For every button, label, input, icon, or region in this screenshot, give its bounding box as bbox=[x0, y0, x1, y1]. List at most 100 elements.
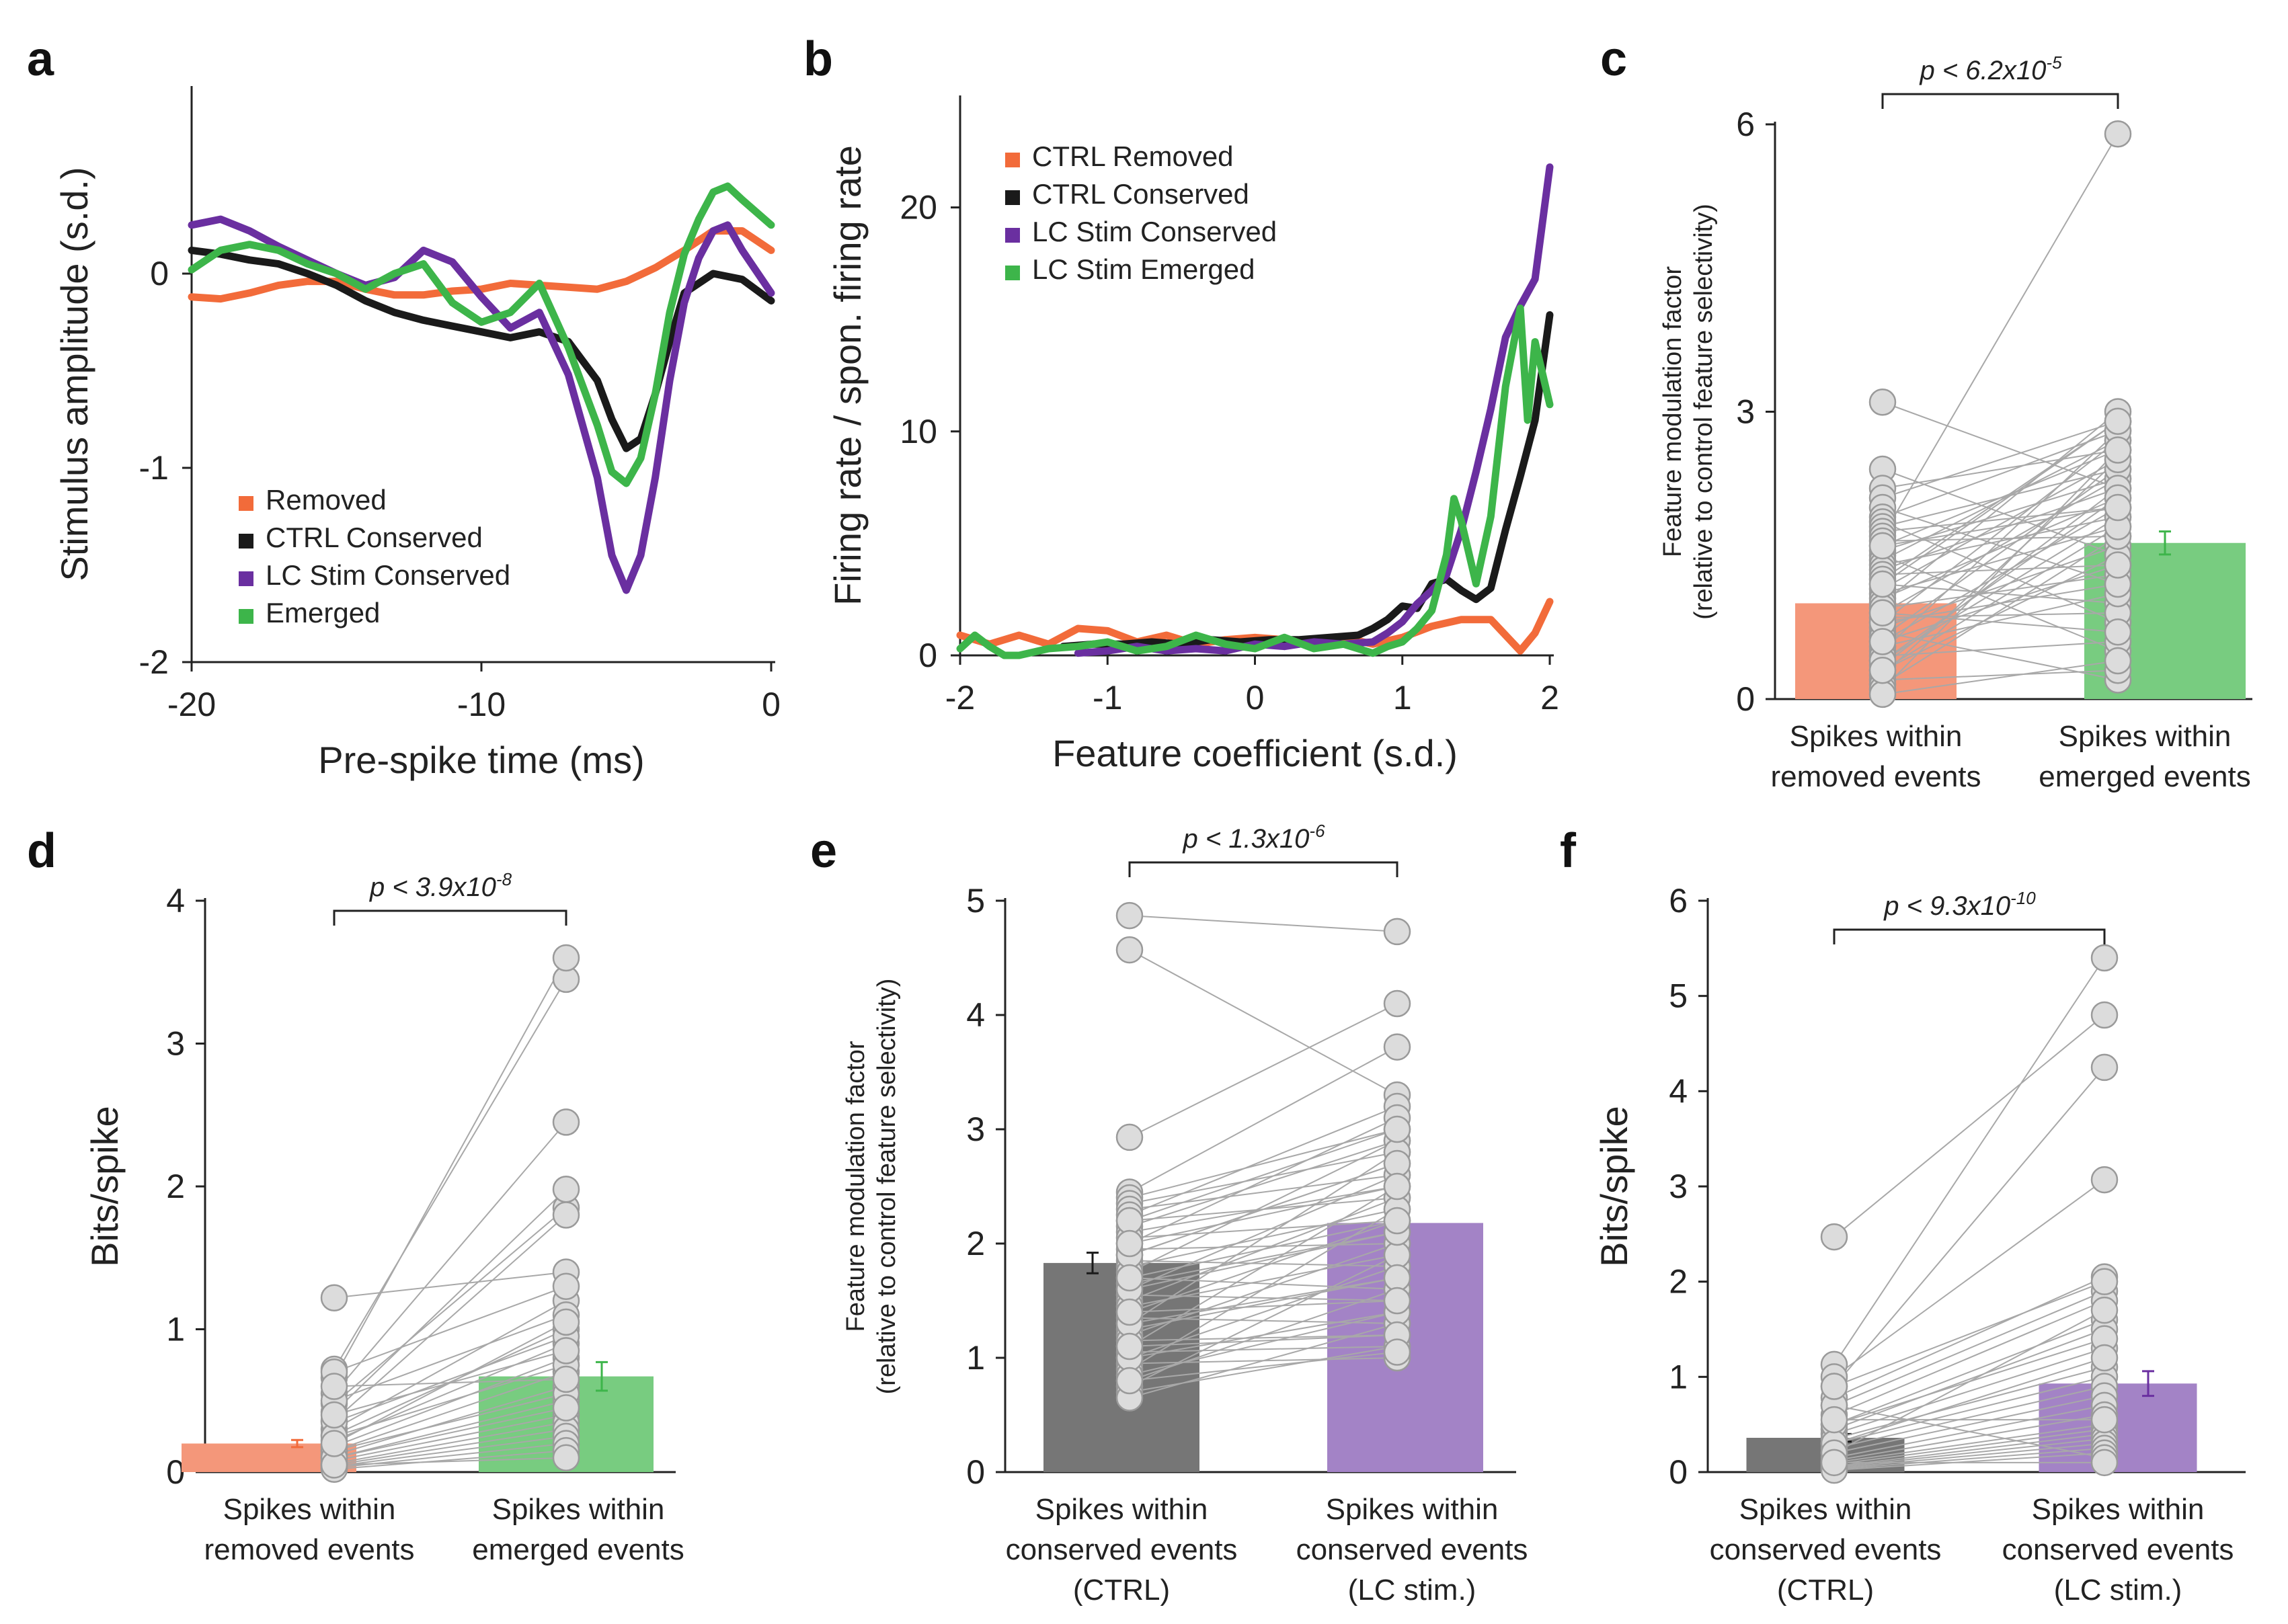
pair-line bbox=[333, 1385, 567, 1456]
category-label: Spikes within bbox=[2032, 1493, 2205, 1526]
pair-line bbox=[333, 1450, 567, 1470]
point-left bbox=[320, 1284, 348, 1311]
pair-line bbox=[1833, 1319, 2105, 1426]
point-left bbox=[1115, 901, 1144, 930]
point-right bbox=[2104, 618, 2132, 646]
pair-line bbox=[1882, 555, 2119, 672]
pair-line bbox=[1129, 949, 1398, 1096]
pair-line bbox=[1129, 1260, 1398, 1267]
panel-c: 0 3 6 Feature modulation factor (relative to… bbox=[1659, 52, 2252, 793]
pair-line bbox=[1129, 915, 1398, 932]
point-right bbox=[2090, 1268, 2119, 1295]
point-right bbox=[2104, 493, 2132, 522]
pair-line bbox=[1833, 1179, 2105, 1378]
pair-line bbox=[1882, 449, 2119, 489]
p-value-label: p < 3.9x10-8 bbox=[369, 869, 512, 902]
panel-label-e: e bbox=[810, 824, 837, 878]
significance-bracket bbox=[333, 909, 567, 926]
category-label: Spikes within bbox=[1326, 1493, 1499, 1526]
pair-line bbox=[1129, 1140, 1398, 1227]
pair-line bbox=[1833, 1424, 2105, 1463]
p-value-exponent: -8 bbox=[496, 869, 512, 889]
pair-line bbox=[1833, 1414, 2105, 1461]
pair-line bbox=[1882, 430, 2119, 518]
legend-label: Removed bbox=[266, 484, 387, 516]
y-tick-label: 3 bbox=[1669, 1168, 1688, 1205]
y-axis-label-line2: (relative to control feature selectivity… bbox=[1690, 204, 1718, 620]
x-tick-label: 0 bbox=[1246, 679, 1265, 717]
point-left bbox=[1868, 570, 1897, 598]
point-right bbox=[1383, 1264, 1411, 1292]
panel-label-d: d bbox=[27, 824, 56, 878]
y-tick-label: 0 bbox=[1669, 1453, 1688, 1491]
pair-line bbox=[1129, 1346, 1398, 1353]
point-right bbox=[2090, 1344, 2119, 1372]
legend-swatch bbox=[239, 496, 253, 511]
point-left bbox=[1868, 389, 1897, 416]
pair-line bbox=[333, 1336, 567, 1423]
point-left bbox=[1868, 628, 1897, 655]
pair-line bbox=[1882, 440, 2119, 623]
pair-line bbox=[1882, 593, 2119, 647]
category-label: Spikes within bbox=[1790, 720, 1963, 753]
point-right bbox=[2090, 1406, 2119, 1434]
pair-line bbox=[1882, 420, 2119, 499]
y-tick-label: 1 bbox=[166, 1311, 185, 1348]
category-label: Spikes within bbox=[223, 1493, 396, 1526]
point-left bbox=[1115, 1264, 1144, 1292]
significance-bracket bbox=[1128, 861, 1398, 877]
pair-line bbox=[1833, 1276, 2105, 1399]
y-axis-label: Bits/spike bbox=[83, 1106, 126, 1267]
panel-e: 0 1 2 3 4 5 Feature modulation factor (relative… bbox=[842, 821, 1528, 1607]
pair-line bbox=[1129, 1174, 1398, 1290]
pair-line bbox=[1833, 1404, 2105, 1459]
point-right bbox=[1383, 1241, 1411, 1269]
y-tick-label: 6 bbox=[1736, 106, 1755, 143]
point-left bbox=[1115, 1367, 1144, 1395]
point-right bbox=[552, 1108, 580, 1136]
point-left bbox=[1115, 1332, 1144, 1361]
category-label: (CTRL) bbox=[1073, 1574, 1170, 1607]
pair-line bbox=[1129, 1046, 1398, 1193]
point-right bbox=[552, 1308, 580, 1336]
pair-line bbox=[333, 1364, 567, 1437]
point-right bbox=[2090, 1053, 2119, 1082]
y-tick-label: 20 bbox=[900, 189, 937, 227]
legend-label: LC Stim Conserved bbox=[266, 559, 510, 591]
pair-line bbox=[1833, 1067, 2105, 1387]
point-right bbox=[1383, 918, 1411, 946]
pair-line bbox=[1882, 469, 2119, 638]
point-left bbox=[1868, 532, 1897, 560]
pair-line bbox=[1129, 1151, 1398, 1324]
y-tick-label: 5 bbox=[966, 882, 985, 920]
category-label: (LC stim.) bbox=[2054, 1574, 2182, 1607]
y-tick-label: 2 bbox=[166, 1168, 185, 1205]
point-left bbox=[1115, 936, 1144, 964]
pair-line bbox=[1129, 1003, 1398, 1138]
pair-line bbox=[333, 1428, 567, 1466]
y-tick-label: -1 bbox=[139, 449, 169, 487]
y-tick-label: 2 bbox=[966, 1225, 985, 1262]
pair-line bbox=[1129, 1163, 1398, 1256]
pair-line bbox=[1882, 401, 2119, 489]
series-line-removed bbox=[188, 227, 775, 303]
pair-line bbox=[1129, 1351, 1398, 1381]
legend-swatch bbox=[239, 609, 253, 624]
pair-line bbox=[1129, 1254, 1398, 1387]
pair-line bbox=[333, 979, 567, 1370]
pair-line bbox=[1833, 1452, 2105, 1471]
y-tick-label: 0 bbox=[966, 1453, 985, 1491]
pair-line bbox=[333, 1321, 567, 1445]
point-left bbox=[1115, 1229, 1144, 1258]
y-tick-label: 4 bbox=[966, 996, 985, 1034]
point-right bbox=[2090, 944, 2119, 972]
point-right bbox=[1383, 1149, 1411, 1178]
legend-label: LC Stim Emerged bbox=[1032, 253, 1255, 285]
pair-line bbox=[1833, 1309, 2105, 1454]
y-tick-label: 0 bbox=[150, 255, 169, 292]
pair-line bbox=[1833, 1376, 2105, 1445]
pair-line bbox=[1882, 669, 2119, 681]
pair-line bbox=[333, 1314, 567, 1402]
pair-line bbox=[1129, 1117, 1398, 1244]
pair-line bbox=[1882, 487, 2119, 666]
